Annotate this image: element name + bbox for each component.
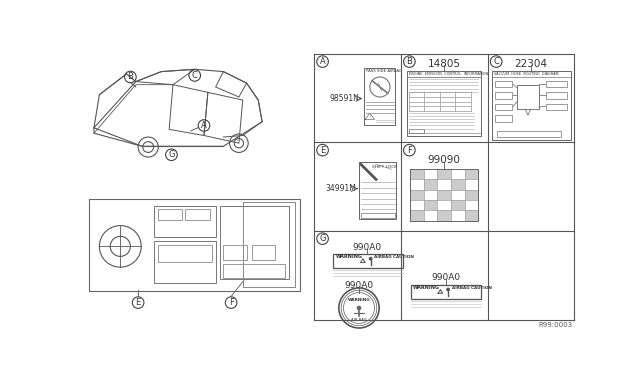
Bar <box>360 213 395 218</box>
Bar <box>223 264 285 278</box>
Text: 98591N: 98591N <box>330 94 360 103</box>
Bar <box>407 71 481 136</box>
Bar <box>90 199 300 291</box>
Bar <box>411 285 481 299</box>
Bar <box>546 81 568 87</box>
Bar <box>437 169 451 179</box>
Text: 990A0: 990A0 <box>344 281 374 290</box>
Text: WARNING: WARNING <box>413 285 440 290</box>
Bar <box>424 211 437 221</box>
Bar <box>410 200 424 211</box>
Bar <box>359 163 396 219</box>
Text: 34991M: 34991M <box>326 184 356 193</box>
Bar <box>517 85 539 109</box>
Bar <box>154 241 216 283</box>
Bar <box>437 190 451 200</box>
Bar <box>495 92 513 99</box>
Text: SHIFT LOCK: SHIFT LOCK <box>372 165 397 169</box>
Bar <box>465 190 478 200</box>
Bar <box>333 254 403 268</box>
Text: A: A <box>320 57 326 66</box>
Bar <box>451 169 465 179</box>
Text: !: ! <box>440 289 441 294</box>
Text: WARNING: WARNING <box>336 254 363 259</box>
Bar <box>495 115 513 122</box>
Text: PASS SIDE AIRBAG: PASS SIDE AIRBAG <box>366 68 402 73</box>
Bar <box>492 71 572 140</box>
Bar <box>410 211 424 221</box>
Bar <box>424 190 437 200</box>
Bar <box>465 211 478 221</box>
Text: E: E <box>320 145 325 155</box>
Text: B: B <box>406 57 412 66</box>
Bar <box>451 179 465 190</box>
Bar <box>410 169 478 221</box>
Bar <box>408 129 424 133</box>
Text: B: B <box>127 73 133 81</box>
Text: AIRBAG CAUTION: AIRBAG CAUTION <box>374 255 414 259</box>
Text: C: C <box>192 71 198 80</box>
Text: AIRBAG CAUTION: AIRBAG CAUTION <box>452 286 492 290</box>
Text: A: A <box>201 121 207 130</box>
Text: R99:0003: R99:0003 <box>539 322 573 328</box>
Text: !: ! <box>362 259 364 263</box>
Text: F: F <box>228 298 234 307</box>
Bar <box>157 245 212 262</box>
Bar <box>465 169 478 179</box>
Text: 99090: 99090 <box>428 155 461 165</box>
Text: G: G <box>319 234 326 243</box>
Text: 14805: 14805 <box>428 59 461 69</box>
Bar <box>495 81 513 87</box>
Bar <box>364 68 396 125</box>
Text: 22304: 22304 <box>515 59 548 69</box>
Bar <box>424 169 437 179</box>
Text: VACUUM  HOSE  ROUTING  DIAGRAM: VACUUM HOSE ROUTING DIAGRAM <box>494 72 558 76</box>
Bar <box>451 211 465 221</box>
Text: AIR BAG: AIR BAG <box>351 318 367 322</box>
Bar <box>424 179 437 190</box>
Circle shape <box>356 306 362 310</box>
Text: WARNING: WARNING <box>348 298 371 302</box>
Bar <box>546 92 568 99</box>
Circle shape <box>446 288 450 291</box>
Bar <box>465 179 478 190</box>
Bar <box>410 169 424 179</box>
Text: ENGINE  EMISSION  CONTROL  INFORMATION: ENGINE EMISSION CONTROL INFORMATION <box>408 72 488 76</box>
Bar <box>437 211 451 221</box>
Text: 990A0: 990A0 <box>352 243 381 251</box>
Bar <box>157 209 182 220</box>
Bar <box>223 245 246 260</box>
Bar <box>451 190 465 200</box>
Bar <box>497 131 561 137</box>
Bar <box>220 206 289 279</box>
Text: G: G <box>168 150 175 159</box>
Bar <box>252 245 275 260</box>
Bar <box>154 206 216 237</box>
Bar <box>424 200 437 211</box>
Bar <box>410 179 424 190</box>
Text: C: C <box>493 57 499 66</box>
Bar <box>546 104 568 110</box>
Text: 990A0: 990A0 <box>431 273 460 282</box>
Bar <box>186 209 210 220</box>
Bar <box>495 104 513 110</box>
Bar <box>465 200 478 211</box>
Bar <box>437 179 451 190</box>
Bar <box>410 190 424 200</box>
Text: !: ! <box>369 115 371 119</box>
Circle shape <box>369 257 372 261</box>
Text: E: E <box>136 298 141 307</box>
Bar <box>437 200 451 211</box>
Text: F: F <box>407 145 412 155</box>
Bar <box>451 200 465 211</box>
